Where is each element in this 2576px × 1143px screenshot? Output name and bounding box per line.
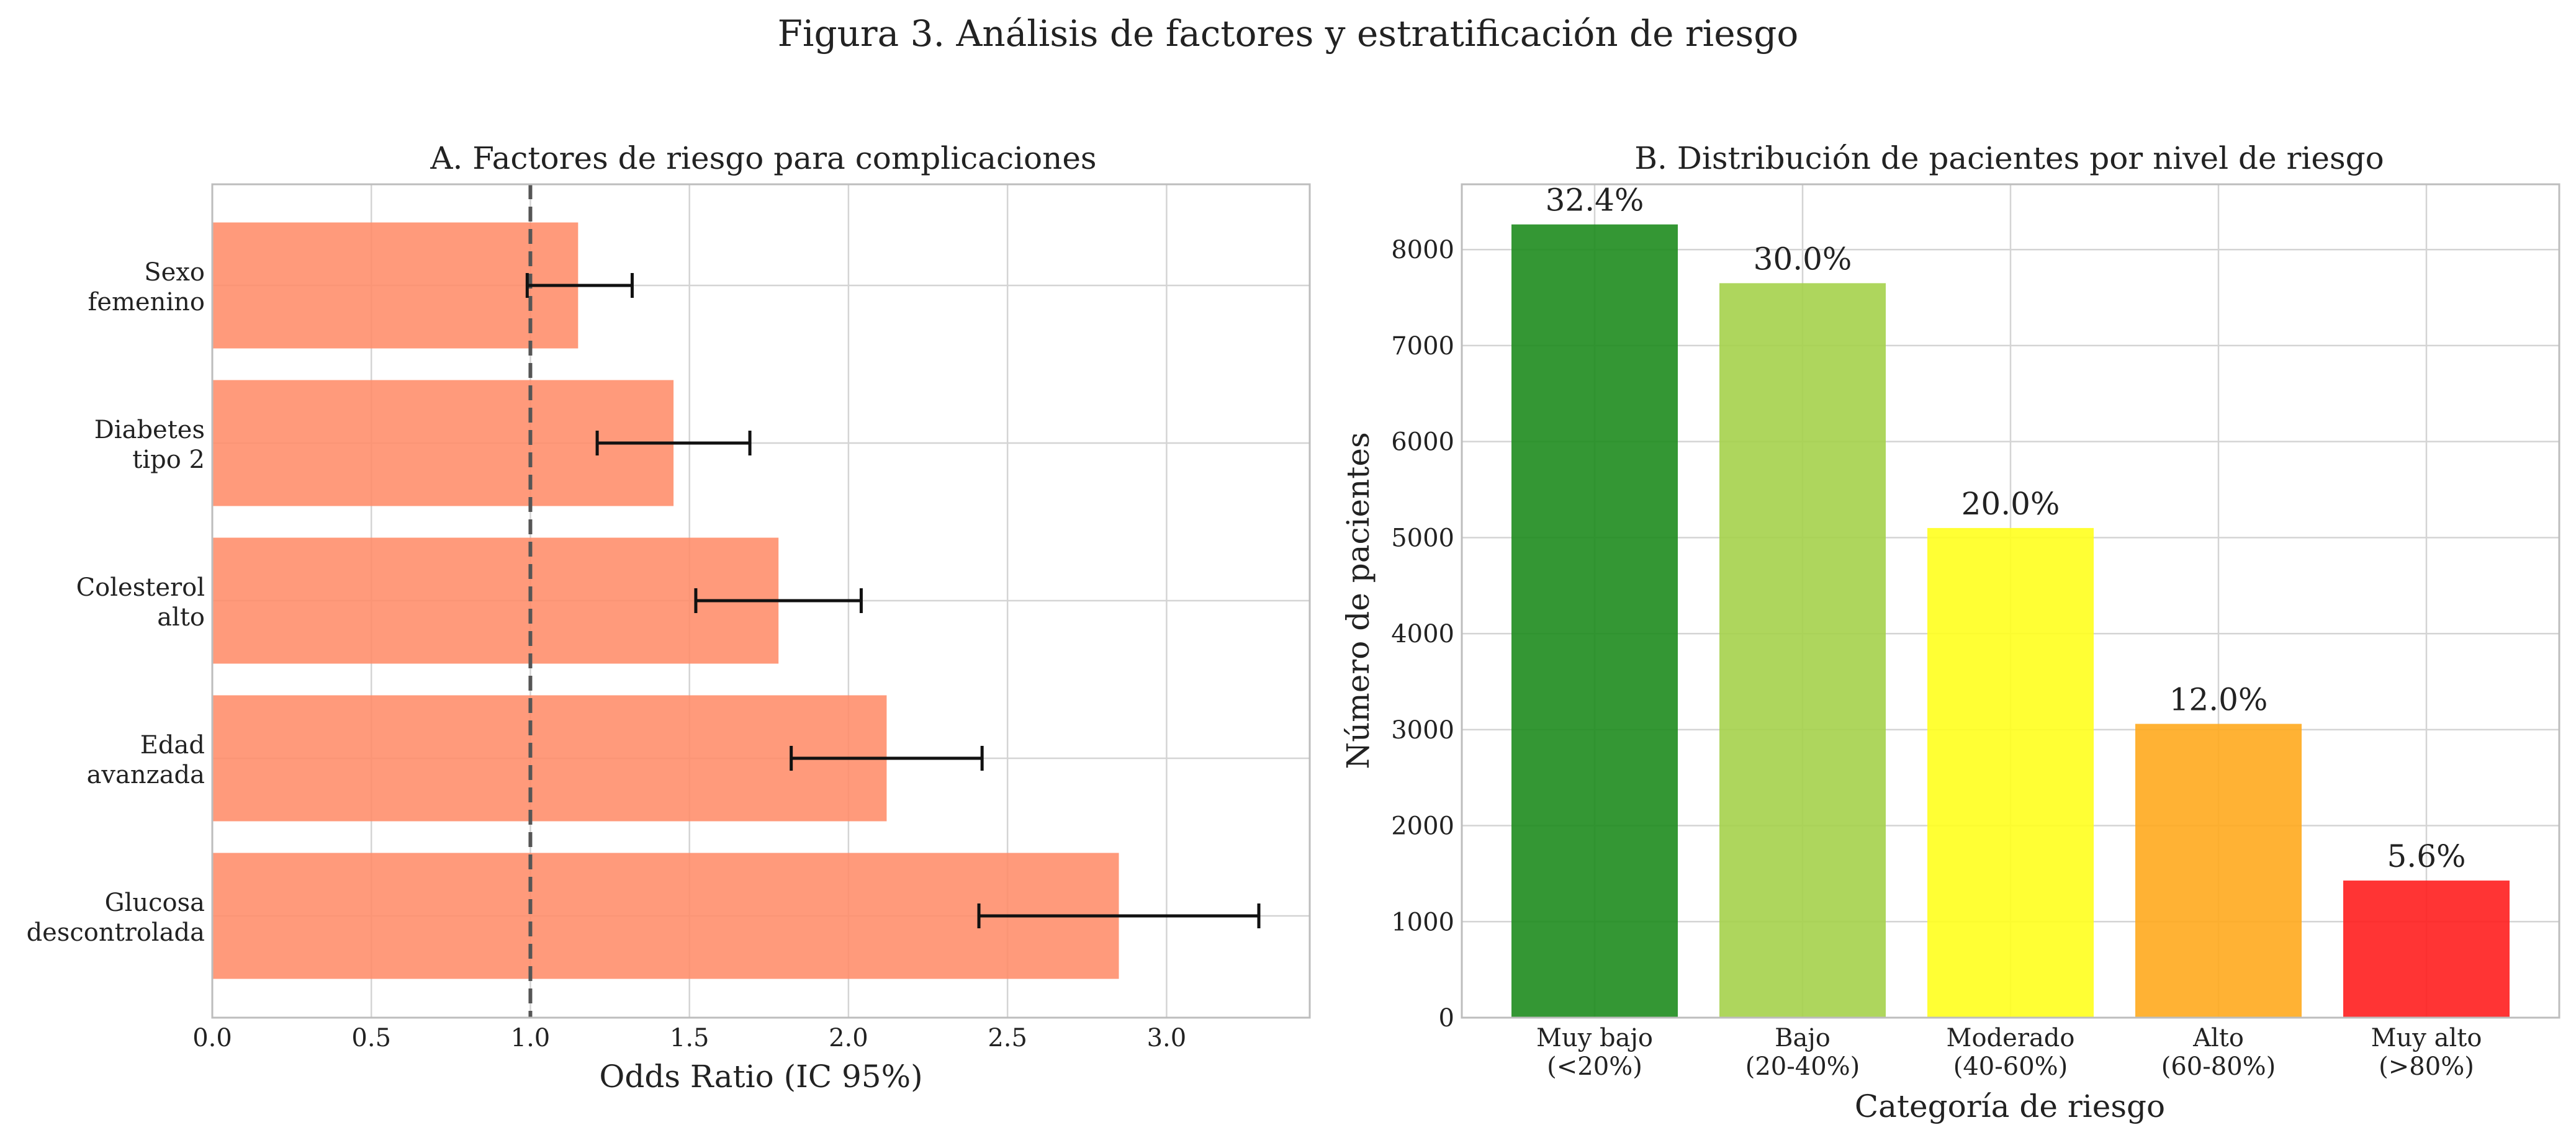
panel-b-category-label: Moderado (40-60%) xyxy=(1947,1024,2075,1081)
panel-b-y-tick-label: 2000 xyxy=(1391,812,1454,841)
panel-a-x-tick-label: 0.0 xyxy=(192,1024,232,1052)
panel-b-bar xyxy=(2135,724,2302,1018)
panel-b-bar xyxy=(1719,283,1886,1018)
panel-b-y-axis-label: Número de pacientes xyxy=(1340,432,1376,769)
panel-a-x-ticks: 0.0 0.5 1.0 1.5 2.0 2.5 3.0 xyxy=(192,1024,1186,1052)
panel-b-bar xyxy=(1511,224,1678,1018)
panel-b-y-tick-label: 1000 xyxy=(1391,908,1454,936)
panel-b-distribution-chart: B. Distribución de pacientes por nivel d… xyxy=(1340,140,2560,1124)
panel-b-x-axis-label: Categoría de riesgo xyxy=(1855,1088,2165,1124)
panel-b-y-tick-label: 0 xyxy=(1439,1004,1454,1033)
panel-b-category-label: Alto (60-80%) xyxy=(2161,1024,2276,1081)
panel-b-title: B. Distribución de pacientes por nivel d… xyxy=(1634,140,2384,176)
panel-a-category-label: Edad avanzada xyxy=(87,731,205,789)
panel-a-bar xyxy=(212,222,579,349)
panel-a-x-axis-label: Odds Ratio (IC 95%) xyxy=(599,1059,922,1095)
panel-b-bar xyxy=(1927,527,2094,1018)
panel-a-frame xyxy=(211,183,1311,1019)
panel-b-bars xyxy=(1511,224,2510,1018)
panel-b-data-label: 32.4% xyxy=(1546,182,1644,218)
panel-a-x-tick-label: 0.5 xyxy=(351,1024,391,1052)
panel-b-data-label: 30.0% xyxy=(1754,241,1852,277)
panel-b-y-tick-label: 8000 xyxy=(1391,236,1454,264)
panel-b-y-tick-label: 6000 xyxy=(1391,428,1454,457)
panel-b-x-categories: Muy bajo (<20%) Bajo (20-40%) Moderado (40-60… xyxy=(1536,1024,2482,1081)
panel-a-bar xyxy=(212,537,779,664)
panel-b-bar xyxy=(2343,881,2510,1018)
panel-a-y-categories: Sexo femenino Diabetes tipo 2 Colesterol alto… xyxy=(27,258,205,947)
panel-b-y-tick-label: 3000 xyxy=(1391,716,1454,745)
panel-a-x-tick-label: 2.0 xyxy=(829,1024,868,1052)
figure-title: Figura 3. Análisis de factores y estrati… xyxy=(778,12,1799,55)
panel-a-bar xyxy=(212,695,887,822)
panel-b-category-label: Muy alto (>80%) xyxy=(2371,1024,2482,1081)
panel-b-y-ticks: 0 1000 2000 3000 4000 5000 6000 7000 8000 xyxy=(1391,236,1454,1033)
panel-a-bar xyxy=(212,853,1119,979)
panel-a-category-label: Sexo femenino xyxy=(88,258,205,316)
panel-a-odds-ratio-chart: A. Factores de riesgo para complicacione… xyxy=(27,140,1311,1095)
panel-a-x-tick-label: 3.0 xyxy=(1147,1024,1187,1052)
panel-b-frame xyxy=(1461,183,2560,1019)
panel-b-y-tick-label: 5000 xyxy=(1391,524,1454,552)
panel-a-category-label: Glucosa descontrolada xyxy=(27,889,205,947)
panel-b-category-label: Bajo (20-40%) xyxy=(1745,1024,1860,1081)
panel-a-x-tick-label: 1.5 xyxy=(670,1024,709,1052)
panel-a-title: A. Factores de riesgo para complicacione… xyxy=(430,140,1096,176)
panel-a-x-tick-label: 1.0 xyxy=(511,1024,551,1052)
panel-b-y-tick-label: 7000 xyxy=(1391,332,1454,361)
panel-b-data-labels: 32.4% 30.0% 20.0% 12.0% 5.6% xyxy=(1546,182,2466,874)
panel-b-data-label: 12.0% xyxy=(2169,682,2268,718)
panel-b-y-tick-label: 4000 xyxy=(1391,620,1454,648)
panel-a-error-bars xyxy=(525,273,1261,928)
panel-a-x-tick-label: 2.5 xyxy=(988,1024,1027,1052)
panel-a-category-label: Colesterol alto xyxy=(76,573,205,632)
panel-b-category-label: Muy bajo (<20%) xyxy=(1536,1024,1653,1081)
panel-a-category-label: Diabetes tipo 2 xyxy=(94,416,205,474)
panel-b-data-label: 5.6% xyxy=(2387,838,2466,874)
panel-b-data-label: 20.0% xyxy=(1961,486,2060,522)
